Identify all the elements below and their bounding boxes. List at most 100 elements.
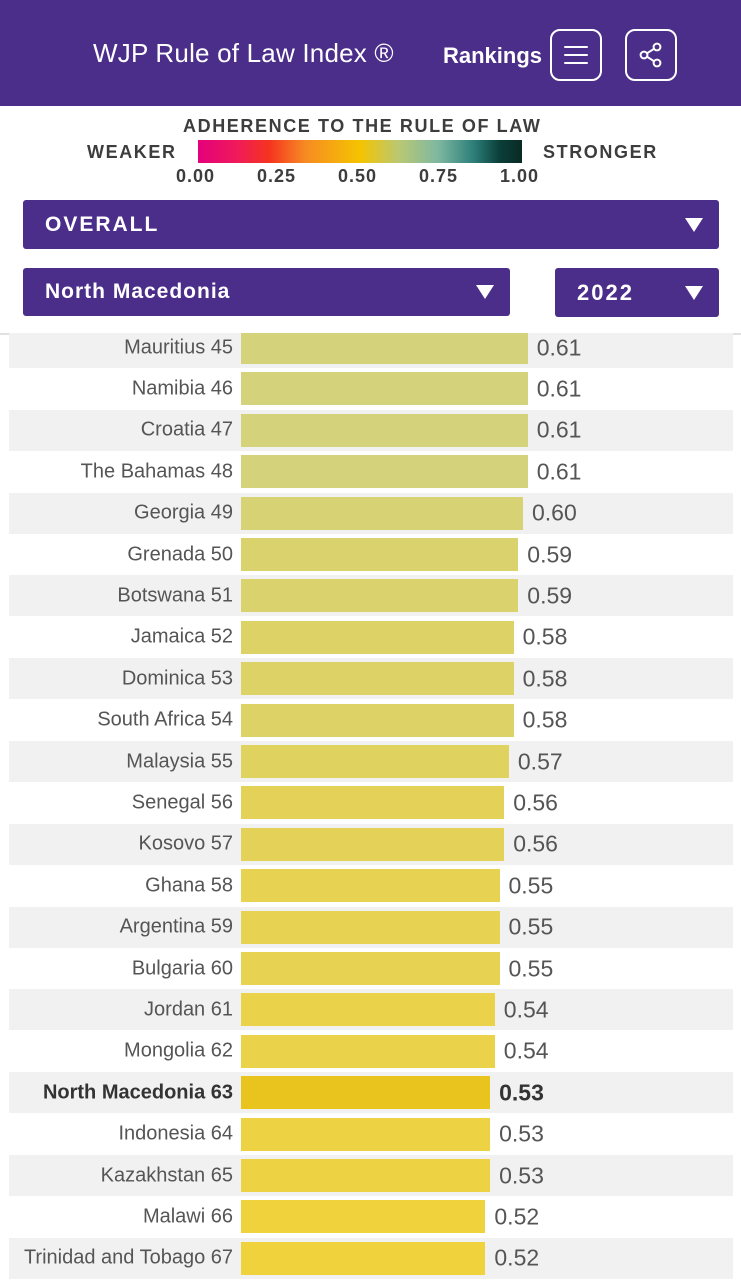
ranking-row[interactable]: The Bahamas 48 0.61 <box>9 451 733 492</box>
score-value: 0.61 <box>536 334 582 360</box>
ranking-row[interactable]: Kosovo 57 0.56 <box>9 823 733 865</box>
score-bar <box>241 1076 491 1110</box>
country-rank-label: Kazakhstan 65 <box>100 1164 233 1186</box>
share-button[interactable] <box>625 29 677 81</box>
country-rank-label: Namibia 46 <box>131 377 233 400</box>
ranking-row[interactable]: Croatia 47 0.61 <box>9 409 733 451</box>
score-value: 0.61 <box>536 458 582 485</box>
country-rank-label: Senegal 56 <box>131 791 233 814</box>
country-rank-label: Grenada 50 <box>127 543 233 565</box>
rankings-link[interactable]: Rankings <box>443 43 543 68</box>
score-bar <box>241 1034 495 1068</box>
scale-tick: 0.50 <box>338 166 378 186</box>
country-rank-label: Mauritius 45 <box>124 336 233 358</box>
score-bar <box>241 372 528 406</box>
ranking-row[interactable]: South Africa 54 0.58 <box>9 700 733 741</box>
country-rank-label: Jamaica 52 <box>130 625 233 648</box>
score-bar <box>241 662 514 696</box>
ranking-row[interactable]: Trinidad and Tobago 67 0.52 <box>9 1237 733 1279</box>
ranking-row[interactable]: Senegal 56 0.56 <box>9 782 733 823</box>
chevron-down-icon <box>685 285 703 300</box>
ranking-row[interactable]: Jordan 61 0.54 <box>9 989 733 1031</box>
score-bar <box>241 1241 486 1275</box>
ranking-row[interactable]: Namibia 46 0.61 <box>9 368 733 409</box>
country-rank-label: Mongolia 62 <box>124 1039 233 1062</box>
legend-heading: ADHERENCE TO THE RULE OF LAW <box>183 116 542 136</box>
score-value: 0.54 <box>503 996 549 1023</box>
score-value: 0.55 <box>508 913 554 940</box>
score-value: 0.55 <box>508 955 554 981</box>
score-bar <box>241 413 528 447</box>
top-app-bar: WJP Rule of Law Index ® Rankings <box>0 0 741 106</box>
country-dropdown-label: North Macedonia <box>45 280 231 303</box>
score-value: 0.57 <box>517 748 563 774</box>
country-rank-label: North Macedonia 63 <box>42 1081 233 1104</box>
menu-button[interactable] <box>550 29 602 81</box>
score-bar <box>241 910 500 944</box>
country-rank-label: Indonesia 64 <box>118 1122 233 1145</box>
score-bar <box>241 952 500 985</box>
score-value: 0.52 <box>494 1203 540 1230</box>
ranking-row[interactable]: Mongolia 62 0.54 <box>9 1031 733 1072</box>
ranking-row[interactable]: Malaysia 55 0.57 <box>9 741 733 782</box>
year-dropdown[interactable]: 2022 <box>555 268 719 317</box>
factor-dropdown[interactable]: OVERALL <box>23 200 719 249</box>
ranking-row[interactable]: Bulgaria 60 0.55 <box>9 948 733 989</box>
score-bar <box>241 1200 486 1234</box>
ranking-row[interactable]: North Macedonia 63 0.53 <box>9 1072 733 1114</box>
ranking-row[interactable]: Botswana 51 0.59 <box>9 575 733 617</box>
country-rank-label: Argentina 59 <box>119 915 233 938</box>
score-value: 0.53 <box>499 1120 544 1147</box>
chevron-down-icon <box>476 285 494 299</box>
stronger-label: STRONGER <box>543 142 658 162</box>
country-rank-label: Trinidad and Tobago 67 <box>23 1246 233 1269</box>
score-value: 0.58 <box>522 665 568 692</box>
score-bar <box>241 703 514 737</box>
ranking-row[interactable]: Mauritius 45 0.61 <box>9 333 733 368</box>
ranking-row[interactable]: Dominica 53 0.58 <box>9 658 733 700</box>
score-value: 0.61 <box>536 416 582 443</box>
score-bar <box>241 786 505 820</box>
country-dropdown[interactable]: North Macedonia <box>23 268 510 316</box>
score-bar <box>241 1117 491 1151</box>
ranking-row[interactable]: Argentina 59 0.55 <box>9 906 733 948</box>
score-value: 0.53 <box>499 1162 544 1188</box>
country-rank-label: The Bahamas 48 <box>80 460 233 483</box>
ranking-row[interactable]: Jamaica 52 0.58 <box>9 617 733 658</box>
score-bar <box>241 455 528 489</box>
scale-tick: 0.25 <box>257 166 297 186</box>
year-dropdown-label: 2022 <box>577 279 634 305</box>
ranking-row[interactable]: Grenada 50 0.59 <box>9 534 733 575</box>
ranking-row[interactable]: Kazakhstan 65 0.53 <box>9 1155 733 1196</box>
scale-tick: 0.00 <box>176 166 216 186</box>
score-bar <box>241 620 514 654</box>
hamburger-menu-icon <box>564 46 588 64</box>
score-value: 0.56 <box>513 789 558 816</box>
country-rank-label: South Africa 54 <box>97 708 233 731</box>
rankings-list: Mauritius 45 0.61 Namibia 46 0.61 Croatia 47… <box>9 333 733 1280</box>
score-bar <box>241 496 523 530</box>
country-rank-label: Botswana 51 <box>117 584 233 607</box>
score-bar <box>241 579 519 613</box>
score-bar <box>241 1159 491 1192</box>
weaker-label: WEAKER <box>87 142 177 162</box>
factor-dropdown-label: OVERALL <box>45 212 160 236</box>
scale-tick: 0.75 <box>419 166 459 186</box>
score-bar <box>241 333 528 364</box>
ranking-row[interactable]: Malawi 66 0.52 <box>9 1196 733 1237</box>
ranking-row[interactable]: Georgia 49 0.60 <box>9 492 733 534</box>
share-icon <box>639 42 662 68</box>
chevron-down-icon <box>685 217 703 232</box>
score-value: 0.55 <box>508 872 554 899</box>
score-value: 0.52 <box>494 1244 540 1271</box>
score-bar <box>241 993 495 1027</box>
score-value: 0.58 <box>522 623 568 650</box>
country-rank-label: Georgia 49 <box>134 501 233 524</box>
score-value: 0.53 <box>499 1079 544 1106</box>
ranking-row[interactable]: Indonesia 64 0.53 <box>9 1114 733 1155</box>
score-value: 0.56 <box>513 830 558 857</box>
score-bar <box>241 538 519 571</box>
country-rank-label: Malaysia 55 <box>126 750 233 772</box>
country-rank-label: Bulgaria 60 <box>131 957 233 979</box>
ranking-row[interactable]: Ghana 58 0.55 <box>9 865 733 906</box>
